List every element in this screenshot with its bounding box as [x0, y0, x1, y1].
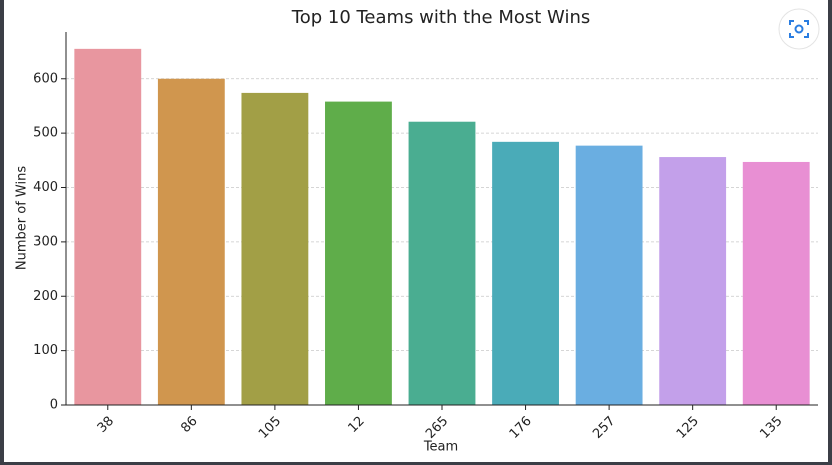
bar	[575, 145, 643, 405]
bar	[742, 161, 810, 405]
x-axis-label: Team	[423, 440, 458, 455]
y-tick-label: 400	[33, 180, 58, 195]
y-tick-label: 500	[33, 126, 58, 141]
chart-title: Top 10 Teams with the Most Wins	[291, 7, 590, 28]
y-tick-label: 200	[33, 289, 58, 304]
bar	[408, 121, 476, 405]
scan-button[interactable]	[778, 8, 820, 50]
bar	[74, 48, 142, 406]
bar	[492, 141, 559, 406]
y-tick-label: 0	[50, 398, 58, 413]
bar	[241, 92, 309, 406]
y-tick-label: 100	[33, 343, 58, 358]
y-axis-label: Number of Wins	[15, 166, 30, 270]
bar	[659, 157, 727, 405]
bar	[325, 101, 392, 406]
y-tick-label: 600	[33, 71, 58, 86]
y-tick-label: 300	[33, 234, 58, 249]
bar	[157, 78, 225, 406]
